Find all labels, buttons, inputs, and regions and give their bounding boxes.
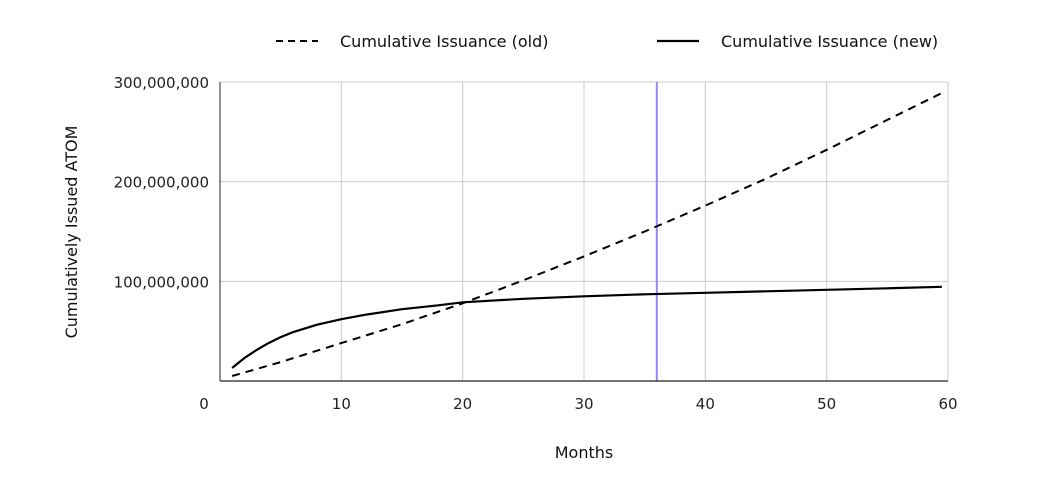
grid: [220, 81, 949, 381]
axes: [219, 82, 948, 382]
y-tick-label: 100,000,000: [114, 273, 209, 291]
x-tick-label: 50: [817, 395, 836, 413]
x-tick-label: 30: [574, 395, 593, 413]
plot-marks: [231, 82, 943, 381]
y-tick-label: 300,000,000: [114, 74, 209, 92]
y-axis-title: Cumulatively Issued ATOM: [62, 126, 81, 339]
legend: Cumulative Issuance (old) Cumulative Iss…: [276, 32, 938, 51]
x-axis-title: Months: [555, 443, 613, 462]
x-tick-label: 20: [453, 395, 472, 413]
tick-labels: 0 10 20 30 40 50 60 100,000,000 200,000,000 300,0…: [114, 74, 958, 413]
series-line-old: [231, 92, 943, 377]
x-tick-label: 10: [332, 395, 351, 413]
legend-label-new: Cumulative Issuance (new): [721, 32, 938, 51]
x-tick-label: 0: [199, 395, 209, 413]
legend-label-old: Cumulative Issuance (old): [340, 32, 548, 51]
x-tick-label: 40: [696, 395, 715, 413]
x-tick-label: 60: [938, 395, 957, 413]
y-tick-label: 200,000,000: [114, 174, 209, 192]
series-line-new: [231, 285, 942, 369]
